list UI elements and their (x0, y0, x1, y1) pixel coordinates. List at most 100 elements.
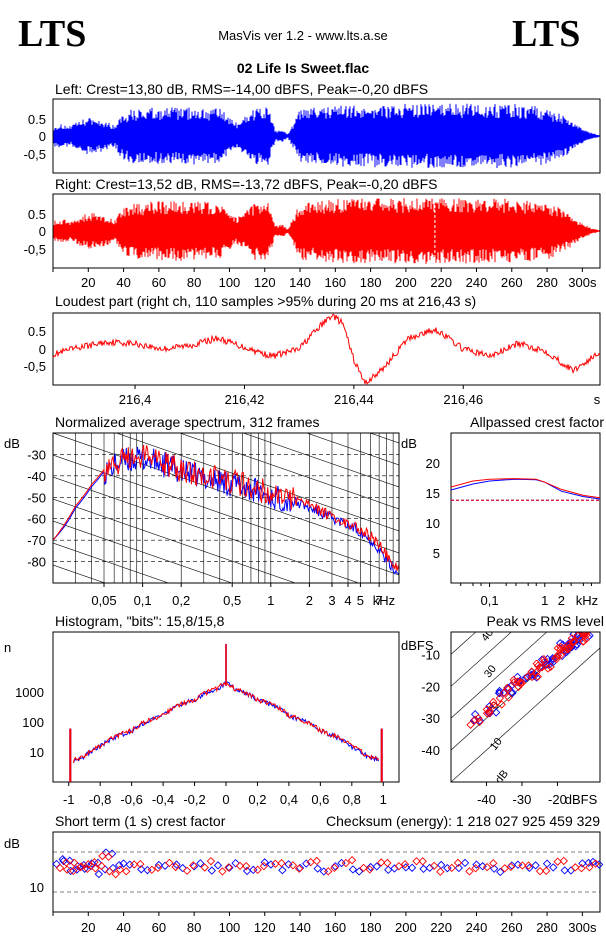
scatter-point (182, 866, 192, 875)
x-tick-label: 0 (222, 792, 229, 807)
scatter-point (225, 863, 234, 872)
left-ytick: 0 (39, 129, 46, 144)
scatter-point (471, 864, 480, 873)
spectrum-x-unit: kHz (373, 593, 395, 608)
scatter-point (516, 679, 525, 688)
y-tick-label: -10 (421, 647, 440, 662)
scatter-point (90, 858, 99, 867)
slope-line (242, 433, 399, 488)
scatter-point (277, 858, 286, 868)
x-tick-label: 0,4 (280, 792, 298, 807)
scatter-point (594, 860, 604, 869)
scatter-point (390, 864, 399, 873)
x-tick-label: -1 (63, 792, 75, 807)
scatter-point (485, 708, 494, 718)
x-tick-label: 1 (267, 593, 274, 608)
scatter-point (122, 867, 131, 876)
allpass-x-unit: kHz (576, 593, 598, 608)
allpass-trace (450, 478, 601, 499)
scatter-point (460, 858, 470, 868)
histogram-title: Histogram, "bits": 15,8/15,8 (55, 613, 225, 629)
scatter-point (533, 661, 543, 670)
scatter-point (556, 645, 565, 654)
spectrum-title: Normalized average spectrum, 312 frames (55, 414, 320, 430)
y-tick-label: -80 (27, 555, 46, 570)
scatter-point (77, 862, 86, 871)
loudest-part-title: Loudest part (right ch, 110 samples >95%… (55, 293, 476, 309)
scatter-point (331, 862, 340, 871)
scatter-point (324, 867, 333, 876)
x-tick-label: -0,8 (89, 792, 111, 807)
x-tick-label: 216,4 (119, 392, 152, 407)
spectrum-y-axis: -30 -40 -50 -60 -70 -80 (27, 447, 46, 569)
x-tick-label: 140 (289, 920, 311, 935)
scatter-point (509, 678, 519, 687)
scatter-point (546, 662, 555, 672)
histogram-ylabel: n (4, 640, 11, 655)
histogram-series (69, 643, 383, 782)
x-tick-label: 200 (395, 920, 417, 935)
scatter-point (489, 859, 498, 868)
scatter-point (260, 858, 269, 867)
scatter-point (559, 856, 568, 866)
left-waveform-series (53, 103, 600, 168)
x-tick-label: 260 (501, 920, 523, 935)
scatter-point (347, 856, 357, 865)
scatter-point (66, 866, 75, 876)
app-title: MasVis ver 1.2 - www.lts.a.se (218, 28, 388, 43)
diagonal-label: 0 dB (488, 768, 511, 793)
x-tick-label: 3 (328, 593, 335, 608)
scatter-point (465, 867, 474, 876)
scatter-point (354, 867, 364, 876)
allpass-y-axis: 20 15 10 5 (426, 456, 440, 561)
waveform-trace (53, 198, 600, 264)
logo-right: LTS (512, 13, 580, 55)
left-ytick: -0,5 (24, 147, 46, 162)
slope-line (305, 433, 399, 466)
scatter-point (582, 632, 591, 640)
scatter-point (365, 865, 374, 874)
x-tick-label: 20 (81, 275, 95, 290)
checksum-label: Checksum (energy): (326, 813, 452, 829)
scatter-point (517, 678, 527, 688)
scatter-point (69, 866, 78, 876)
scatter-point (419, 864, 428, 874)
scatter-point (524, 861, 533, 870)
scatter-point (447, 863, 456, 873)
scatter-point (482, 705, 492, 714)
scatter-point (535, 867, 545, 876)
scatter-point (500, 688, 509, 697)
x-tick-label: 300s (568, 275, 597, 290)
scatter-point (80, 864, 89, 873)
y-tick-label: 5 (433, 546, 440, 561)
right-ytick: 0.5 (28, 207, 46, 222)
scatter-point (472, 860, 481, 869)
x-tick-label: 100 (219, 920, 241, 935)
diagonal-label: 30 (482, 663, 499, 680)
allpass-frame (450, 432, 601, 584)
scatter-point (491, 708, 501, 717)
scatter-point (136, 859, 145, 869)
x-tick-label: 240 (466, 275, 488, 290)
scatter-point (531, 861, 540, 870)
scatter-point (504, 693, 513, 702)
scatter-point (224, 863, 233, 872)
scatter-point (97, 861, 106, 871)
scatter-point (537, 663, 547, 672)
loud-ytick: 0 (39, 342, 46, 357)
pvr-frame (450, 631, 601, 783)
scatter-point (137, 865, 146, 874)
scatter-point (259, 861, 269, 871)
scatter-point (147, 865, 156, 874)
x-tick-label: 220 (430, 275, 452, 290)
loud-ytick: -0,5 (24, 359, 46, 374)
scatter-point (577, 864, 586, 873)
diagonal-line (451, 632, 477, 655)
spectrum-x-axis: 0,05 0,1 0,2 0,5 1 2 3 4 5 7 (91, 583, 383, 608)
scatter-point (348, 865, 358, 874)
scatter-point (429, 861, 439, 871)
loud-x-unit: s (594, 392, 601, 407)
allpass-ylabel: dB (401, 436, 417, 451)
st-ytick: 10 (30, 880, 44, 895)
